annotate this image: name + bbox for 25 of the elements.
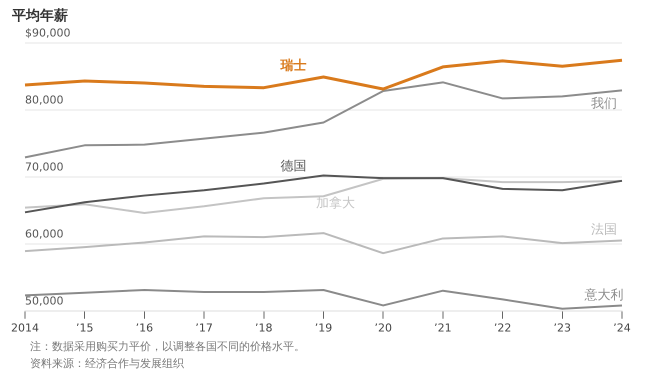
x-tick-label: ’16	[136, 321, 154, 334]
x-tick-label: 2014	[10, 321, 39, 334]
x-tick-label: ’20	[374, 321, 392, 334]
x-tick-label: ’21	[434, 321, 452, 334]
y-tick-label: 70,000	[24, 160, 64, 174]
series-label: 加拿大	[316, 196, 355, 212]
y-tick-label: 50,000	[24, 294, 64, 308]
text: 资料来源：经济合作与发展组织	[29, 356, 185, 372]
x-tick-label: ’15	[76, 321, 94, 334]
x-tick-label: ’23	[554, 321, 572, 334]
series-label: 我们	[591, 96, 618, 112]
series-label: 法国	[591, 222, 618, 238]
y-tick-label: $90,000	[24, 26, 70, 40]
y-tick-label: 60,000	[24, 228, 64, 241]
text: 注：数据采用购买力平价，以调整各国不同的价格水平。	[29, 339, 306, 355]
series-label: 意大利	[584, 288, 624, 303]
x-tick-label: ’19	[314, 321, 332, 334]
series-label: 瑞士	[280, 58, 307, 74]
x-tick-label: ’24	[613, 321, 631, 334]
series-label: 德国	[280, 158, 307, 174]
y-tick-label: 80,000	[24, 94, 64, 107]
x-tick-label: ’18	[255, 321, 273, 334]
x-tick-label: ’17	[195, 321, 213, 334]
x-tick-label: ’22	[494, 321, 512, 334]
chart-title: 平均年薪	[11, 8, 68, 24]
